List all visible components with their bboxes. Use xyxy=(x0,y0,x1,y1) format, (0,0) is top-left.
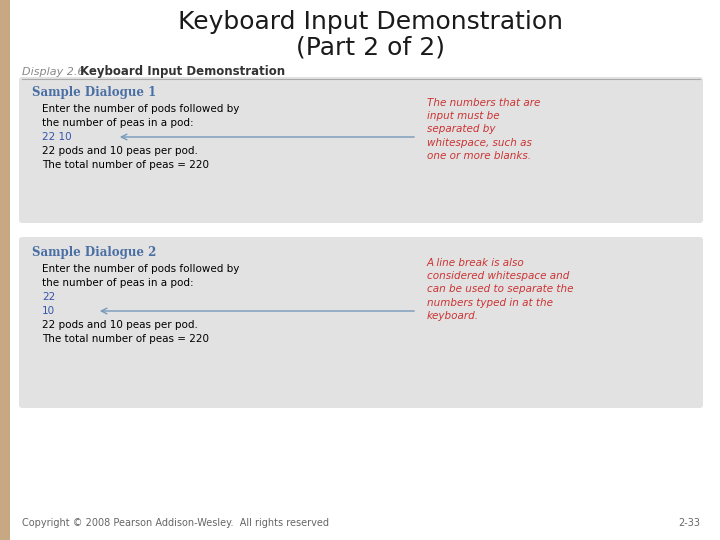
Bar xyxy=(0,0,10,540)
Text: Keyboard Input Demonstration: Keyboard Input Demonstration xyxy=(178,10,562,34)
Text: Enter the number of pods followed by: Enter the number of pods followed by xyxy=(42,104,239,114)
FancyBboxPatch shape xyxy=(19,237,703,408)
Text: Sample Dialogue 1: Sample Dialogue 1 xyxy=(32,86,156,99)
Text: Sample Dialogue 2: Sample Dialogue 2 xyxy=(32,246,156,259)
FancyBboxPatch shape xyxy=(19,77,703,223)
Text: Keyboard Input Demonstration: Keyboard Input Demonstration xyxy=(80,65,285,78)
Text: 22 pods and 10 peas per pod.: 22 pods and 10 peas per pod. xyxy=(42,320,198,330)
Text: The total number of peas = 220: The total number of peas = 220 xyxy=(42,334,209,344)
Text: (Part 2 of 2): (Part 2 of 2) xyxy=(295,35,444,59)
Text: Display 2.6: Display 2.6 xyxy=(22,67,84,77)
Text: A line break is also
considered whitespace and
can be used to separate the
numbe: A line break is also considered whitespa… xyxy=(427,258,574,321)
Text: Enter the number of pods followed by: Enter the number of pods followed by xyxy=(42,264,239,274)
Text: 22 10: 22 10 xyxy=(42,132,71,142)
Text: 2-33: 2-33 xyxy=(678,518,700,528)
Text: Copyright © 2008 Pearson Addison-Wesley.  All rights reserved: Copyright © 2008 Pearson Addison-Wesley.… xyxy=(22,518,329,528)
Text: 22 pods and 10 peas per pod.: 22 pods and 10 peas per pod. xyxy=(42,146,198,156)
Text: 10: 10 xyxy=(42,306,55,316)
Text: 22: 22 xyxy=(42,292,55,302)
Text: The numbers that are
input must be
separated by
whitespace, such as
one or more : The numbers that are input must be separ… xyxy=(427,98,541,161)
Text: The total number of peas = 220: The total number of peas = 220 xyxy=(42,160,209,170)
Text: the number of peas in a pod:: the number of peas in a pod: xyxy=(42,278,194,288)
Text: the number of peas in a pod:: the number of peas in a pod: xyxy=(42,118,194,128)
